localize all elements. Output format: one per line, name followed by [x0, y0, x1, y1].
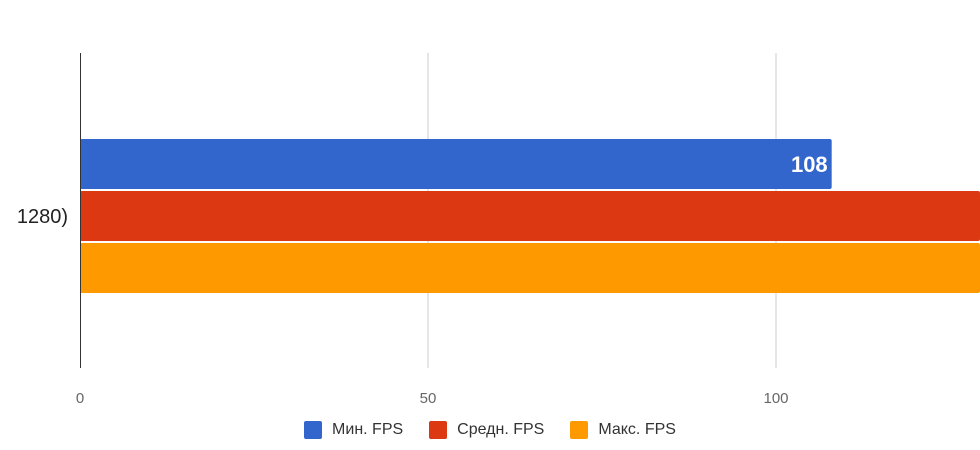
legend-label: Макс. FPS — [598, 421, 676, 438]
legend: Мин. FPS Средн. FPS Макс. FPS — [0, 421, 980, 439]
legend-swatch — [570, 421, 589, 439]
bar-avg-fps — [80, 191, 980, 241]
bar-chart: 108 0 50 100 1280) — [17, 53, 980, 407]
category-label: 1280) — [17, 206, 68, 228]
legend-swatch — [429, 421, 448, 439]
bars — [80, 139, 980, 293]
bar-max-fps — [80, 243, 980, 293]
legend-item: Макс. FPS — [570, 421, 676, 439]
category-labels: 1280) — [17, 206, 68, 228]
legend-item: Мин. FPS — [304, 421, 403, 439]
x-tick-label: 0 — [76, 390, 84, 407]
legend-label: Средн. FPS — [457, 421, 545, 438]
legend-label: Мин. FPS — [332, 421, 404, 438]
data-labels: 108 — [791, 152, 828, 177]
bar-min-fps — [80, 139, 832, 189]
legend-swatch — [304, 421, 323, 439]
legend-item: Средн. FPS — [429, 421, 544, 439]
data-label: 108 — [791, 152, 828, 177]
x-tick-label: 50 — [420, 390, 437, 407]
x-tick-label: 100 — [763, 390, 788, 407]
x-axis-ticks: 0 50 100 — [76, 390, 789, 407]
